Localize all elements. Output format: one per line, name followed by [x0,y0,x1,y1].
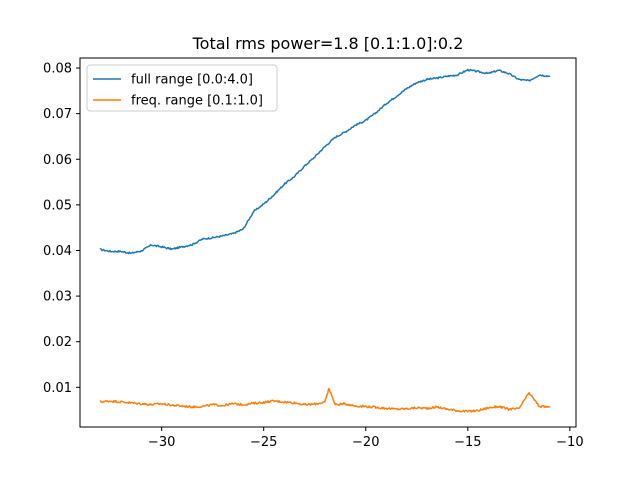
y-tick-label: 0.04 [43,244,72,259]
legend-box [86,64,278,112]
y-tick-label: 0.03 [43,290,72,305]
y-tick-label: 0.06 [43,153,72,168]
y-tick-label: 0.01 [43,381,72,396]
x-tick-label: −30 [148,435,175,450]
chart-title: Total rms power=1.8 [0.1:1.0]:0.2 [192,34,464,53]
axes-frame [79,57,577,428]
series-line-2 [99,388,551,413]
x-tick-label: −15 [454,435,481,450]
plot-area [99,68,551,413]
x-tick-label: −25 [250,435,277,450]
y-tick-label: 0.02 [43,335,72,350]
y-tick-label: 0.08 [43,62,72,77]
y-tick-label: 0.05 [43,198,72,213]
legend-label-2: freq. range [0.1:1.0] [131,94,263,109]
series-line-1 [99,68,551,255]
legend-label-1: full range [0.0:4.0] [131,73,253,88]
legend: full range [0.0:4.0] freq. range [0.1:1.0… [86,64,278,112]
y-tick-label: 0.07 [43,107,72,122]
x-tick-label: −10 [556,435,583,450]
x-tick-label: −20 [352,435,379,450]
axes: −30 −25 −20 −15 −10 0.01 0.02 0.03 0.04 0.05 0.06 0… [43,57,584,450]
